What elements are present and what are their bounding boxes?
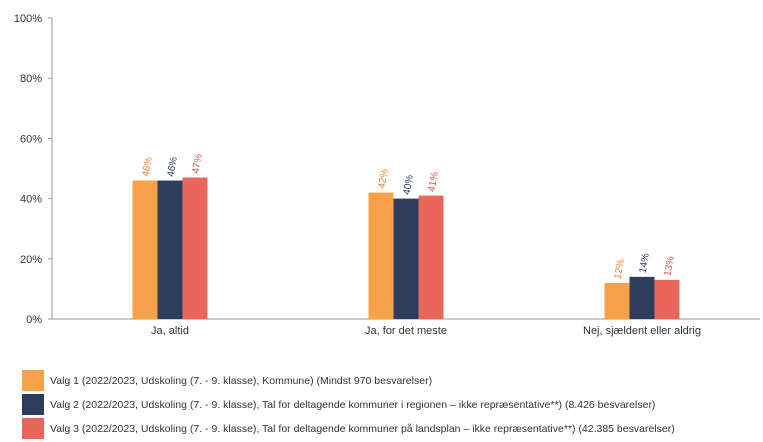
legend-label: Valg 3 (2022/2023, Udskoling (7. - 9. kl…: [50, 422, 675, 435]
y-tick-label: 100%: [14, 13, 42, 25]
bar: [418, 195, 444, 319]
bar: [368, 192, 394, 319]
legend: Valg 1 (2022/2023, Udskoling (7. - 9. kl…: [22, 370, 760, 442]
legend-swatch: [22, 418, 44, 439]
bar: [393, 198, 419, 319]
bar: [604, 282, 630, 319]
y-tick-label: 60%: [20, 133, 42, 145]
data-label: 14%: [638, 252, 652, 274]
x-axis-categories: Ja, altid Ja, for det meste Nej, sjældent …: [151, 325, 701, 337]
x-category-label: Nej, sjældent eller aldrig: [583, 325, 701, 337]
legend-swatch: [22, 370, 44, 391]
legend-item-valg-2: Valg 2 (2022/2023, Udskoling (7. - 9. kl…: [22, 394, 760, 415]
data-label: 47%: [191, 153, 205, 175]
data-label: 13%: [663, 255, 677, 277]
data-label: 42%: [377, 168, 391, 190]
bar-chart: 0% 20% 40% 60% 80% 100% 46% 46% 47% 42% 40% 41% 12%…: [14, 13, 760, 337]
legend-label: Valg 2 (2022/2023, Udskoling (7. - 9. kl…: [50, 398, 656, 411]
data-label: 12%: [613, 258, 627, 280]
bar: [132, 180, 158, 319]
data-label: 46%: [166, 156, 180, 178]
bar: [182, 177, 208, 319]
y-axis-ticks: 0% 20% 40% 60% 80% 100%: [14, 13, 52, 326]
y-tick-label: 40%: [20, 194, 42, 206]
data-label: 41%: [427, 171, 441, 193]
y-tick-label: 80%: [20, 73, 42, 85]
legend-item-valg-3: Valg 3 (2022/2023, Udskoling (7. - 9. kl…: [22, 418, 760, 439]
data-label: 40%: [402, 174, 416, 196]
legend-swatch: [22, 394, 44, 415]
data-labels: 46% 46% 47% 42% 40% 41% 12% 14% 13%: [141, 153, 677, 280]
y-tick-label: 0%: [26, 314, 42, 326]
legend-item-valg-1: Valg 1 (2022/2023, Udskoling (7. - 9. kl…: [22, 370, 760, 391]
chart-bars: [132, 177, 680, 319]
x-category-label: Ja, altid: [151, 325, 189, 337]
y-tick-label: 20%: [20, 254, 42, 266]
bar: [629, 276, 655, 319]
data-label: 46%: [141, 156, 155, 178]
x-category-label: Ja, for det meste: [365, 325, 447, 337]
bar: [654, 279, 680, 319]
legend-label: Valg 1 (2022/2023, Udskoling (7. - 9. kl…: [50, 374, 433, 387]
bar: [157, 180, 183, 319]
